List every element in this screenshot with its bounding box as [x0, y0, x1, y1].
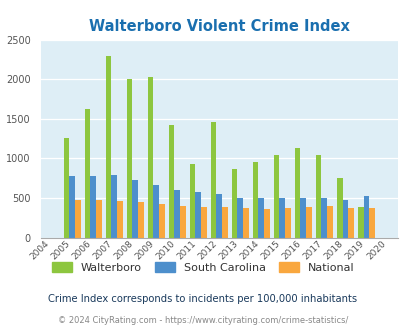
Title: Walterboro Violent Crime Index: Walterboro Violent Crime Index — [89, 19, 349, 34]
Bar — [326, 206, 332, 238]
Text: © 2024 CityRating.com - https://www.cityrating.com/crime-statistics/: © 2024 CityRating.com - https://www.city… — [58, 315, 347, 325]
Bar — [305, 207, 311, 238]
Bar — [216, 194, 222, 238]
Bar — [210, 122, 216, 238]
Bar — [117, 201, 122, 238]
Bar — [368, 208, 374, 238]
Bar — [342, 200, 347, 238]
Bar — [90, 176, 96, 238]
Bar — [300, 198, 305, 238]
Bar — [174, 190, 179, 238]
Bar — [153, 184, 159, 238]
Bar — [105, 56, 111, 238]
Bar — [336, 178, 342, 238]
Bar — [243, 208, 248, 238]
Legend: Walterboro, South Carolina, National: Walterboro, South Carolina, National — [47, 258, 358, 278]
Bar — [126, 79, 132, 238]
Bar — [147, 77, 153, 238]
Bar — [237, 198, 243, 238]
Bar — [75, 200, 81, 238]
Bar — [252, 162, 258, 238]
Bar — [179, 206, 185, 238]
Bar — [347, 208, 353, 238]
Bar — [69, 176, 75, 238]
Bar — [168, 125, 174, 238]
Bar — [258, 198, 264, 238]
Bar — [189, 164, 195, 238]
Text: Crime Index corresponds to incidents per 100,000 inhabitants: Crime Index corresponds to incidents per… — [48, 294, 357, 304]
Bar — [357, 207, 362, 238]
Bar — [138, 202, 143, 238]
Bar — [195, 192, 200, 238]
Bar — [64, 138, 69, 238]
Bar — [273, 155, 279, 238]
Bar — [222, 207, 227, 238]
Bar — [264, 209, 269, 238]
Bar — [111, 176, 117, 238]
Bar — [279, 198, 284, 238]
Bar — [362, 196, 368, 238]
Bar — [84, 109, 90, 238]
Bar — [294, 148, 300, 238]
Bar — [96, 200, 101, 238]
Bar — [231, 169, 237, 238]
Bar — [315, 155, 321, 238]
Bar — [284, 208, 290, 238]
Bar — [200, 207, 206, 238]
Bar — [159, 204, 164, 238]
Bar — [321, 198, 326, 238]
Bar — [132, 180, 138, 238]
